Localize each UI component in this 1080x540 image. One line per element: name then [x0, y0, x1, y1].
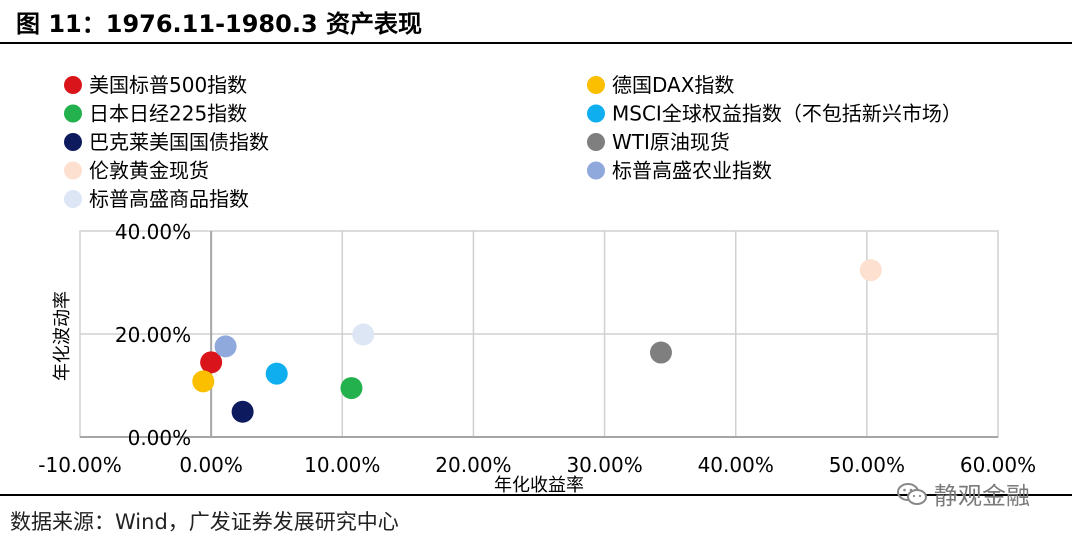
data-point: [265, 362, 288, 385]
legend-label: 日本日经225指数: [89, 102, 247, 126]
legend-label: 德国DAX指数: [612, 73, 734, 97]
x-tick-label: 50.00%: [829, 453, 905, 477]
data-point: [200, 351, 223, 374]
legend-marker: [587, 161, 605, 180]
figure-title: 图 11：1976.11-1980.3 资产表现: [16, 10, 422, 38]
data-point: [231, 400, 254, 423]
wechat-icon: [897, 482, 927, 505]
source-note: 数据来源：Wind，广发证券发展研究中心: [10, 510, 399, 534]
legend-marker: [587, 76, 605, 94]
y-axis-title: 年化波动率: [52, 291, 73, 381]
bottom-rule: [0, 494, 1072, 496]
watermark: 静观金融: [896, 476, 1030, 511]
y-tick-label: 0.00%: [128, 426, 192, 450]
data-point: [649, 341, 672, 364]
y-tick-label: 40.00%: [115, 220, 191, 244]
legend-marker: [64, 133, 82, 151]
legend-label: MSCI全球权益指数（不包括新兴市场）: [612, 102, 962, 126]
legend-marker: [64, 76, 82, 94]
legend-label: 标普高盛农业指数: [612, 159, 772, 183]
legend-label: WTI原油现货: [612, 130, 730, 154]
legend-marker: [64, 190, 82, 208]
legend-marker: [587, 104, 605, 123]
x-tick-label: 10.00%: [304, 453, 380, 477]
legend-label: 伦敦黄金现货: [89, 159, 209, 183]
y-tick-label: 20.00%: [115, 323, 191, 347]
x-tick-label: 40.00%: [698, 453, 774, 477]
x-tick-label: 20.00%: [435, 453, 511, 477]
chart-axes: -10.00% 0.00% 10.00% 20.00% 30.00% 40.00% 50.0…: [38, 220, 1036, 496]
legend-label: 标普高盛商品指数: [89, 187, 249, 211]
top-rule: [0, 42, 1072, 44]
legend-label: 美国标普500指数: [89, 73, 247, 97]
legend-label: 巴克莱美国国债指数: [89, 130, 269, 154]
x-axis-title: 年化收益率: [494, 475, 584, 496]
legend-marker: [587, 133, 605, 151]
chart-grid: [79, 230, 999, 438]
data-point: [192, 370, 215, 393]
data-point: [859, 259, 882, 282]
chart-legend: 美国标普500指数日本日经225指数巴克莱美国国债指数伦敦黄金现货标普高盛商品指…: [64, 73, 962, 211]
data-point: [340, 377, 363, 400]
x-tick-label: -10.00%: [38, 453, 121, 477]
legend-marker: [64, 104, 82, 123]
scatter-chart: 美国标普500指数日本日经225指数巴克莱美国国债指数伦敦黄金现货标普高盛商品指…: [38, 73, 1036, 496]
chart-points: [192, 259, 882, 423]
data-point: [214, 335, 237, 358]
x-tick-label: 60.00%: [960, 453, 1036, 477]
x-tick-label: 0.00%: [179, 453, 243, 477]
legend-marker: [64, 161, 82, 180]
data-point: [352, 323, 375, 346]
watermark-text: 静观金融: [934, 482, 1030, 510]
x-tick-label: 30.00%: [566, 453, 642, 477]
